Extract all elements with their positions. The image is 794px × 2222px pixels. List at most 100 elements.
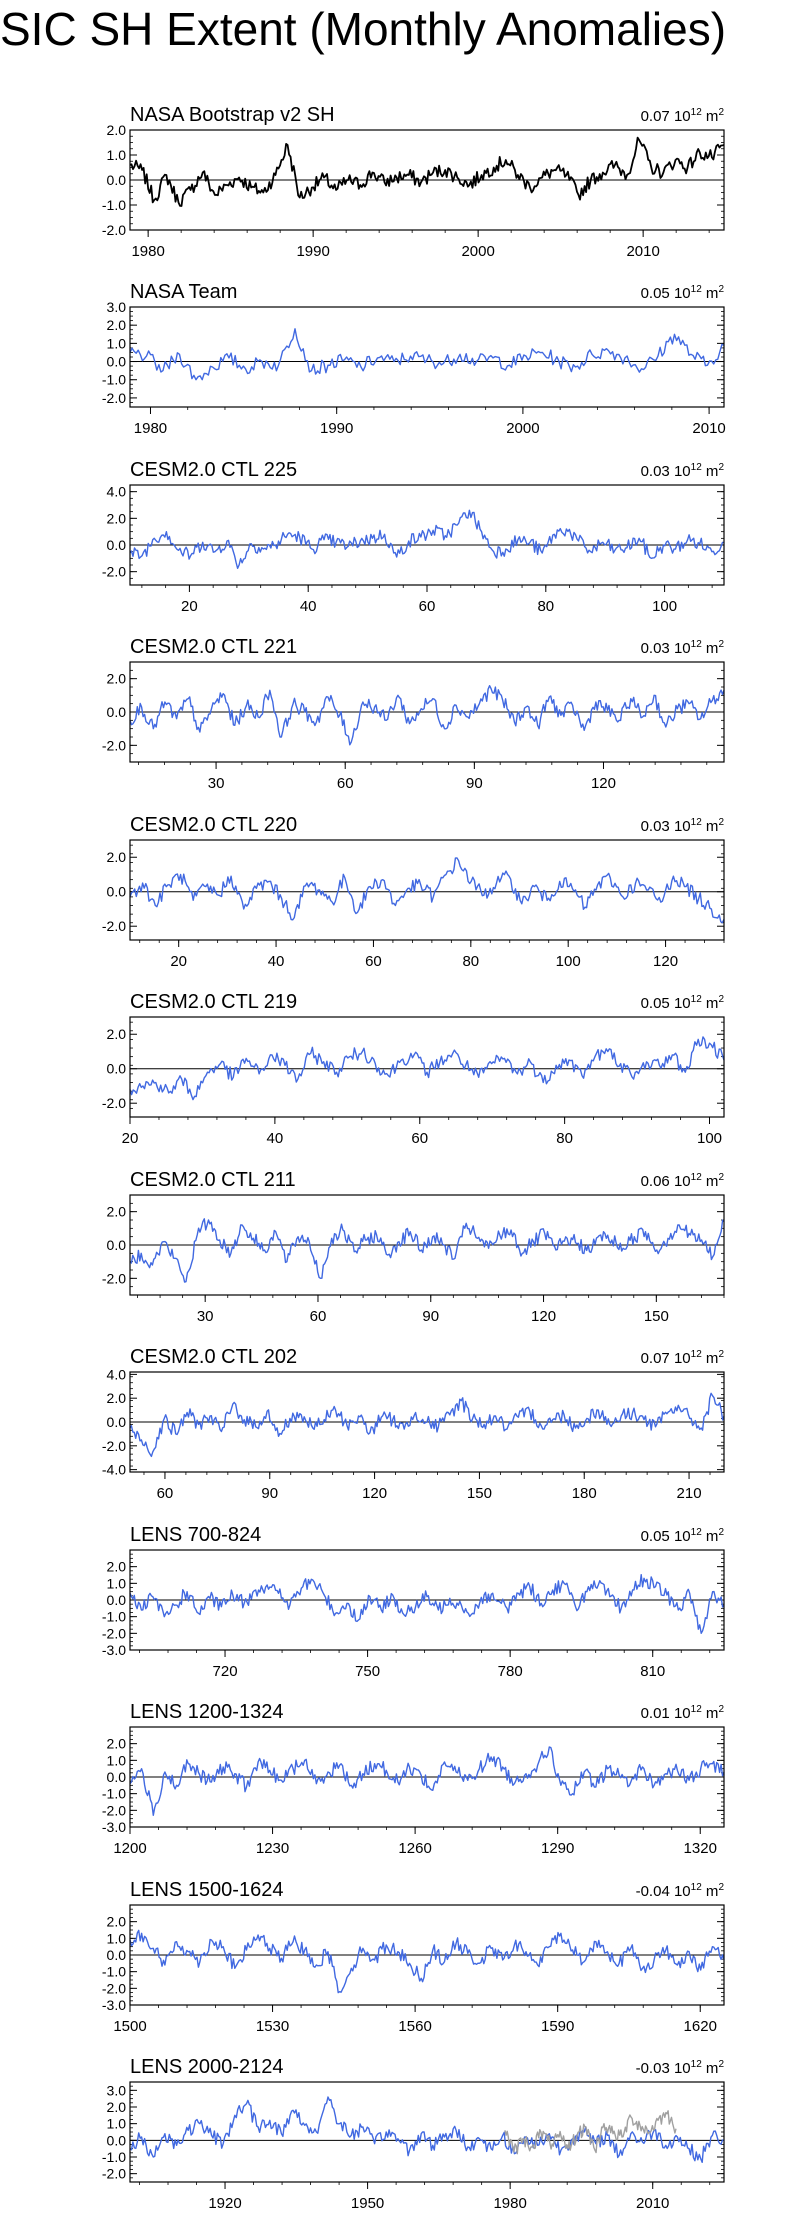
y-tick-label: 2.0 [107,1914,127,1930]
trend-label-part: 0.07 [641,1350,674,1367]
x-tick-label: 1920 [208,2195,241,2212]
y-tick-label: -2.0 [102,1270,126,1286]
trend-label-part: 0.06 [641,1173,674,1190]
y-tick-label: 4.0 [107,1366,127,1382]
y-tick-label: 2.0 [107,1026,127,1042]
series-line [129,685,725,746]
y-tick-label: -2.0 [102,1095,126,1111]
y-tick-label: 0.0 [107,1769,127,1785]
x-tick-label: 810 [640,1663,665,1680]
y-tick-label: 0.0 [107,884,127,900]
y-tick-label: 4.0 [107,484,127,500]
series-line [129,509,725,569]
y-tick-label: 1.0 [107,1752,127,1768]
panel-title: LENS 2000-2124 [130,2056,283,2078]
trend-label-part: 10 [674,108,691,125]
panel-title: CESM2.0 CTL 220 [130,814,297,836]
series-line [129,1036,725,1101]
x-tick-label: 720 [213,1663,238,1680]
x-tick-label: 780 [498,1663,523,1680]
x-tick-label: 1200 [113,1840,146,1857]
page-title: SIC SH Extent (Monthly Anomalies) [0,3,727,55]
chart-panel: NASA Team 0.05 1012 m2 3.0 2.0 1.0 0.0 -1.0 -2.… [102,281,726,437]
x-tick-label: 80 [537,598,554,615]
chart-panel: LENS 700-824 0.05 1012 m2 2.01.00.0-1.0-2.… [102,1524,725,1680]
y-tick-label: 0.0 [107,2132,127,2148]
y-tick-label: 0.0 [107,1061,127,1077]
trend-label-part: m [702,1883,719,1900]
y-tick-label: 2.0 [107,317,127,333]
trend-label-part: m [702,108,719,125]
trend-label-part: 10 [674,463,691,480]
series-line [129,328,725,381]
y-tick-label: 1.0 [107,1575,127,1591]
trend-label-part: 2 [718,1172,724,1183]
y-tick-label: -1.0 [102,1964,126,1980]
x-tick-label: 60 [337,775,354,792]
chart-panel: LENS 2000-2124 -0.03 1012 m23.02.01.00.0-… [102,2056,725,2212]
x-tick-label: 1560 [398,2018,431,2035]
trend-label: 0.05 1012 m2 [641,1527,725,1545]
x-tick-label: 40 [300,598,317,615]
plot-frame [129,661,725,763]
trend-label-part: m [702,1350,719,1367]
trend-label-part: 0.05 [641,1528,674,1545]
panel-title: CESM2.0 CTL 225 [130,459,297,481]
trend-label: 0.03 1012 m2 [641,639,725,657]
trend-label-part: 0.05 [641,285,674,302]
y-tick-label: 2.0 [107,671,127,687]
trend-label-part: 2 [718,994,724,1005]
chart-panel: CESM2.0 CTL 220 0.03 1012 m2 2.0 0.0 -2.0 20 4… [102,814,725,970]
y-tick-label: 2.0 [107,1559,127,1575]
x-tick-label: 1980 [134,420,167,437]
y-tick-label: -2.0 [102,2166,126,2182]
panel-title: NASA Team [130,281,237,303]
trend-label-part: 2 [718,1527,724,1538]
y-tick-label: -3.0 [102,1997,126,2013]
trend-label: 0.05 1012 m2 [641,994,725,1012]
trend-label-part: m [702,995,719,1012]
y-tick-label: -2.0 [102,1980,126,1996]
series-line [129,136,725,207]
y-tick-label: -2.0 [102,1625,126,1641]
x-tick-label: 90 [422,1308,439,1325]
trend-label-part: 12 [691,1704,703,1715]
y-tick-label: 1.0 [107,147,127,163]
y-tick-label: 2.0 [107,1736,127,1752]
trend-label-part: 2 [718,462,724,473]
y-tick-label: 0.0 [107,354,127,370]
trend-label-part: m [702,1528,719,1545]
chart-panel: LENS 1500-1624 -0.04 1012 m2 2.01.00.0-1.0… [102,1879,725,2035]
x-tick-label: 1990 [320,420,353,437]
trend-label-part: 2 [718,1704,724,1715]
trend-label-part: 10 [674,1705,691,1722]
y-tick-label: 3.0 [107,2082,127,2098]
y-tick-label: -1.0 [102,1786,126,1802]
trend-label-part: m [702,640,719,657]
x-tick-label: 30 [208,775,225,792]
plot-frame [129,1549,725,1651]
x-tick-label: 1320 [684,1840,717,1857]
y-tick-label: -4.0 [102,1462,126,1478]
trend-label: 0.05 1012 m2 [641,284,725,302]
x-tick-label: 100 [652,598,677,615]
trend-label-part: 12 [691,462,703,473]
trend-label-part: 10 [674,640,691,657]
y-tick-label: -1.0 [102,1609,126,1625]
panel-title: LENS 1200-1324 [130,1701,283,1723]
x-tick-label: 120 [653,953,678,970]
y-tick-label: 2.0 [107,122,127,138]
y-tick-label: 2.0 [107,849,127,865]
x-tick-label: 120 [531,1308,556,1325]
x-tick-label: 40 [268,953,285,970]
y-tick-label: 2.0 [107,510,127,526]
y-tick-label: 2.0 [107,2099,127,2115]
plot-frame [129,306,725,408]
chart-panel: CESM2.0 CTL 202 0.07 1012 m2 4.0 2.0 0.0 -2.0… [102,1346,725,1502]
series-line [129,1218,725,1283]
y-tick-label: -1.0 [102,2149,126,2165]
trend-label-part: 12 [691,1527,703,1538]
x-tick-label: 1230 [256,1840,289,1857]
trend-label-part: 10 [674,2060,691,2077]
